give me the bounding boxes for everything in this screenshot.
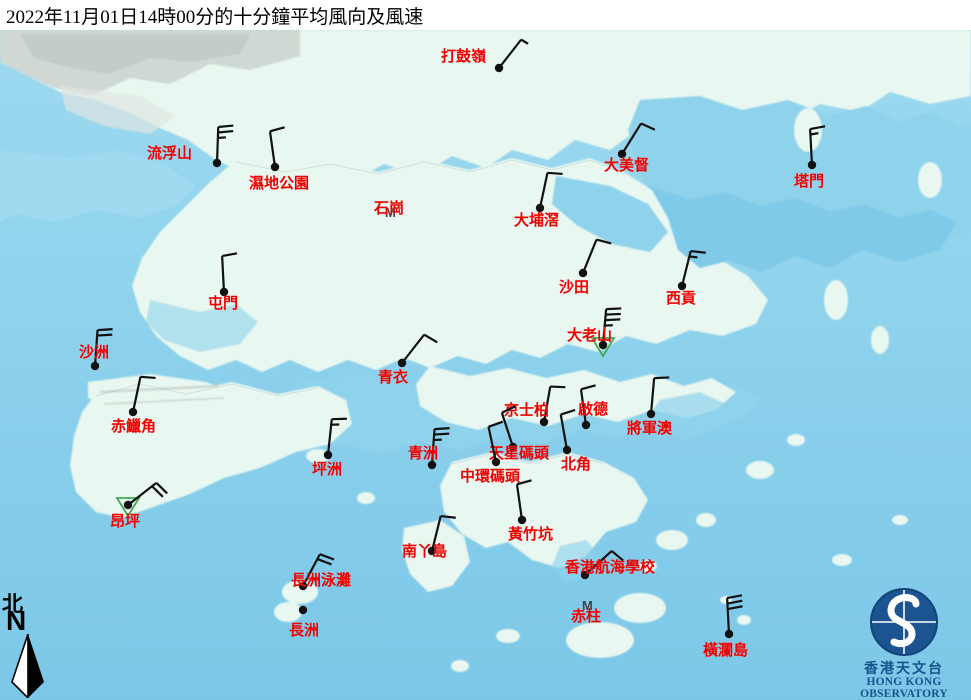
- station-label: 屯門: [208, 296, 239, 312]
- station-label: 長洲: [289, 623, 320, 639]
- wind-barb-icon: [397, 333, 438, 368]
- wind-barb-icon: [219, 252, 238, 297]
- station-label: 沙田: [559, 280, 590, 296]
- wind-barb-icon: [724, 594, 743, 639]
- station-label: 赤鱲角: [111, 419, 157, 435]
- wind-barb-icon: [298, 605, 308, 615]
- compass-rose: 北 N: [2, 588, 72, 698]
- hko-logo-icon: [870, 588, 938, 656]
- station-label: 長洲泳灘: [291, 573, 352, 589]
- wind-barb-icon: [268, 126, 285, 172]
- wind-barb-icon: [115, 481, 168, 518]
- station-label: 中環碼頭: [460, 469, 521, 485]
- page-title: 2022年11月01日14時00分的十分鐘平均風向及風速: [6, 7, 424, 28]
- wind-barb-icon: [427, 427, 450, 470]
- station-label: 北角: [561, 457, 592, 473]
- hko-logo: 香港天文台 HONG KONG OBSERVATORY: [840, 588, 968, 700]
- hko-english-name: HONG KONG OBSERVATORY: [860, 676, 948, 700]
- wind-barb-icon: [323, 417, 347, 460]
- wind-barb-icon: [90, 328, 113, 371]
- station-label: 青洲: [408, 446, 439, 462]
- compass-chinese-label: 北: [2, 592, 23, 616]
- station-label: 黃竹坑: [508, 527, 554, 543]
- wind-barb-icon: [677, 249, 706, 291]
- station-label: 啟德: [578, 402, 609, 418]
- wind-barb-icon: [807, 125, 826, 170]
- station-label: 將軍澳: [627, 421, 673, 437]
- station-label: 橫瀾島: [703, 643, 749, 659]
- wind-barb-icon: [646, 376, 670, 419]
- station-label: 西貢: [666, 291, 697, 307]
- station-label: 天星碼頭: [489, 446, 550, 462]
- station-label: 大老山: [567, 328, 613, 344]
- station-label: 青衣: [378, 370, 409, 386]
- hko-chinese-name: 香港天文台: [864, 662, 944, 677]
- station-label: 大埔滘: [514, 213, 560, 229]
- wind-barb-icon: [212, 124, 234, 168]
- station-label: 流浮山: [147, 146, 193, 162]
- station-label: 石崗: [374, 201, 405, 217]
- station-label: 京士柏: [504, 403, 550, 419]
- missing-data-marker: M: [385, 205, 396, 220]
- station-label: 打鼓嶺: [441, 49, 487, 65]
- wind-barb-icon: [617, 122, 656, 159]
- station-label: 南丫島: [402, 544, 448, 560]
- station-label: 昂坪: [110, 514, 141, 530]
- wind-barb-icon: [487, 420, 504, 467]
- wind-barb-icon: [590, 307, 622, 358]
- station-label: 香港航海學校: [565, 560, 656, 576]
- station-label: 坪洲: [312, 462, 343, 478]
- compass-needle-icon: [11, 634, 44, 698]
- compass-north-label: N: [6, 605, 27, 636]
- wind-barb-icon: [578, 238, 612, 278]
- wind-barb-icon: [128, 375, 156, 417]
- station-label: 大美督: [604, 158, 650, 174]
- title-bar: 2022年11月01日14時00分的十分鐘平均風向及風速: [0, 0, 971, 30]
- wind-barb-icon: [535, 171, 563, 213]
- station-label: 沙洲: [79, 345, 110, 361]
- station-label: 塔門: [794, 174, 825, 190]
- station-label: 濕地公園: [249, 176, 310, 192]
- missing-data-marker: M: [582, 598, 593, 613]
- station-label: 赤柱: [571, 609, 602, 625]
